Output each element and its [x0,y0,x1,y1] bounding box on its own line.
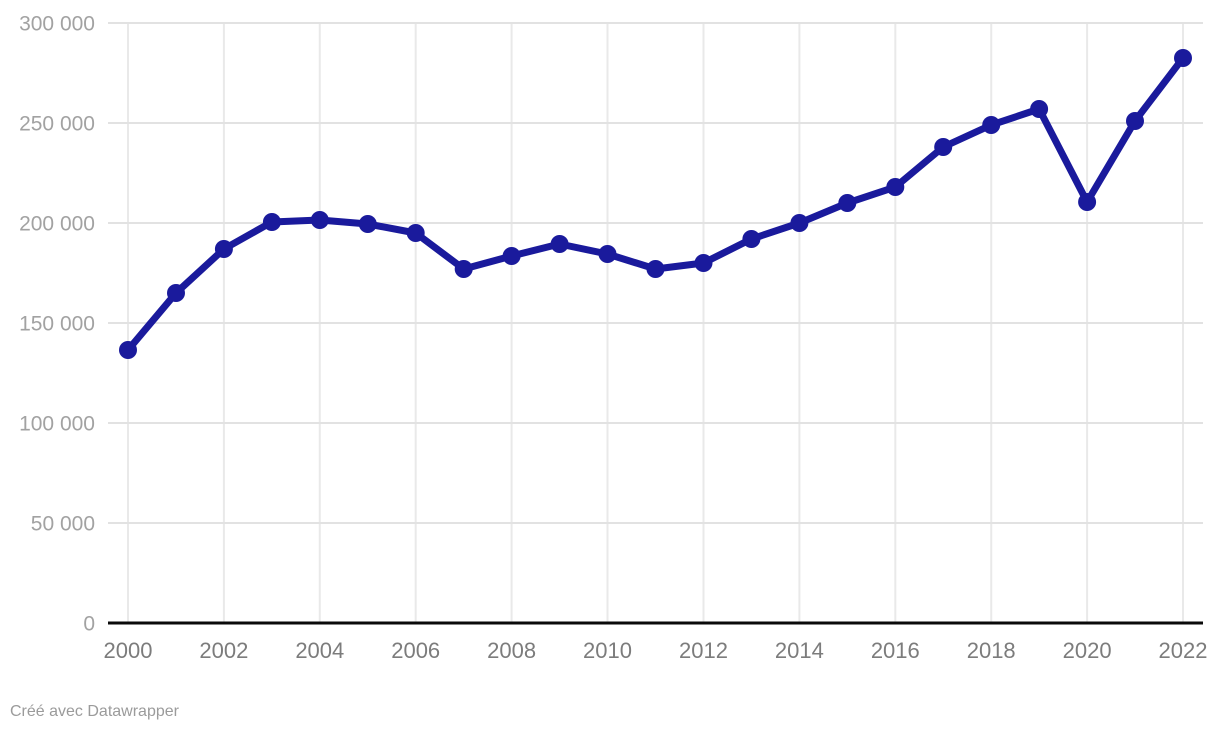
data-point[interactable] [646,260,665,278]
data-point[interactable] [1078,193,1097,211]
x-tick-label: 2016 [871,638,920,663]
data-point[interactable] [886,178,905,196]
data-point[interactable] [454,260,473,278]
data-point[interactable] [1174,49,1192,67]
data-point[interactable] [790,214,809,232]
data-point[interactable] [982,116,1001,134]
data-point[interactable] [262,213,281,231]
data-point[interactable] [838,194,857,212]
x-tick-label: 2012 [679,638,728,663]
y-tick-label: 50 000 [31,512,95,535]
y-tick-label: 100 000 [19,412,95,435]
data-point[interactable] [502,247,521,265]
y-tick-label: 200 000 [19,212,95,235]
data-point[interactable] [358,215,377,233]
x-tick-label: 2000 [104,638,153,663]
data-point[interactable] [167,284,185,302]
data-point[interactable] [598,245,617,263]
data-point[interactable] [550,235,569,253]
data-point[interactable] [1030,100,1049,118]
x-tick-label: 2010 [583,638,632,663]
data-point[interactable] [934,138,953,156]
x-tick-label: 2018 [967,638,1016,663]
y-tick-label: 0 [83,612,95,635]
x-tick-label: 2020 [1063,638,1112,663]
data-point[interactable] [1126,112,1144,130]
x-tick-label: 2022 [1159,638,1208,663]
chart-footer: Créé avec Datawrapper [10,702,179,722]
data-point[interactable] [742,230,761,248]
data-point[interactable] [214,240,233,258]
x-tick-label: 2004 [295,638,344,663]
x-tick-label: 2014 [775,638,824,663]
line-chart: 2000 2002 2004 2006 2008 2010 2012 2014 2016 2018… [19,12,1208,663]
data-point[interactable] [310,211,329,229]
data-point[interactable] [119,341,137,359]
data-line [124,54,1187,354]
datawrapper-credit-link[interactable]: Créé avec Datawrapper [10,703,179,720]
y-tick-label: 250 000 [19,112,95,135]
x-tick-label: 2002 [199,638,248,663]
x-tick-label: 2008 [487,638,536,663]
y-tick-label: 300 000 [19,12,95,35]
x-tick-label: 2006 [391,638,440,663]
data-point[interactable] [694,254,713,272]
y-tick-label: 150 000 [19,312,95,335]
data-point[interactable] [406,224,425,242]
